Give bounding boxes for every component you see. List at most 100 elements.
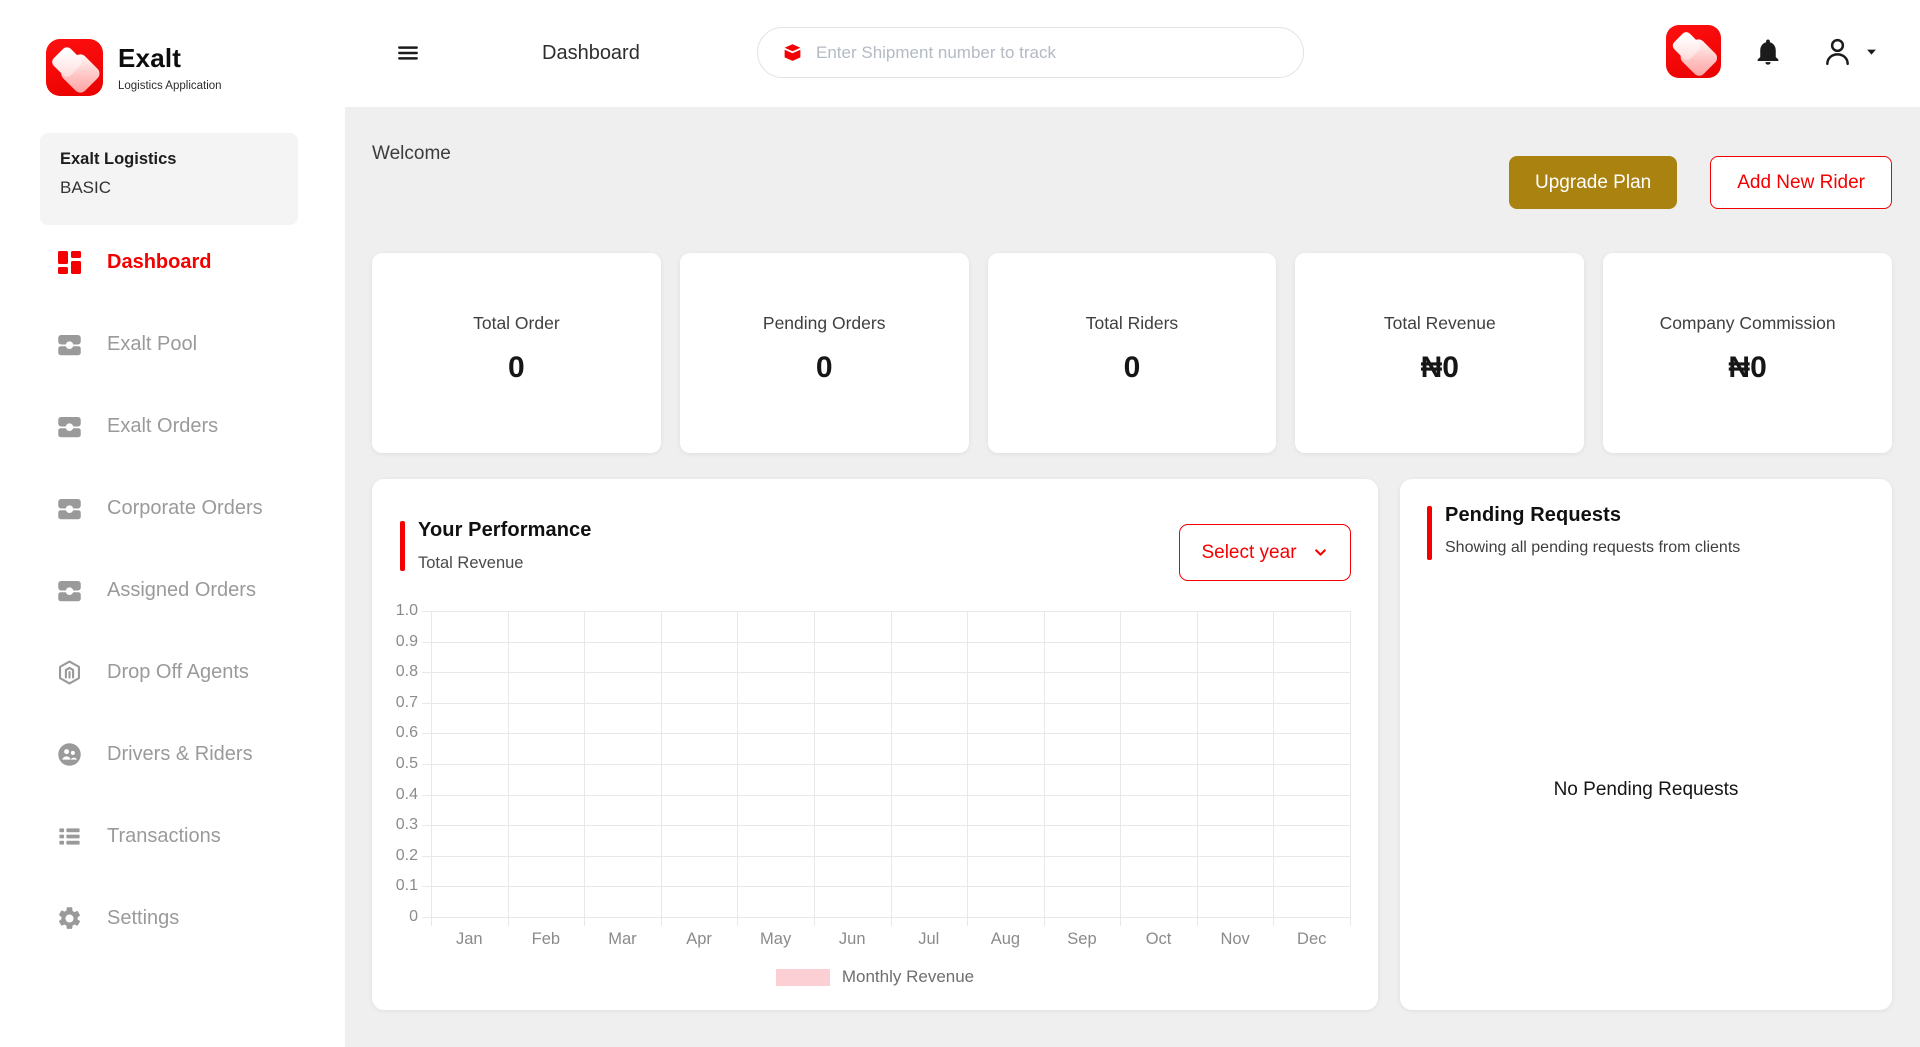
gridline-h	[422, 764, 1350, 765]
gear-icon	[56, 905, 83, 932]
hamburger-icon[interactable]	[394, 40, 422, 66]
caret-down-icon	[1867, 49, 1876, 55]
chart-legend: Monthly Revenue	[372, 967, 1378, 987]
accent-bar	[1427, 506, 1432, 560]
sidebar-item-settings[interactable]: Settings	[0, 899, 345, 937]
welcome-text: Welcome	[372, 143, 451, 164]
app-logo-icon	[1666, 25, 1721, 78]
people-circle-icon	[56, 741, 83, 768]
stat-value: 0	[815, 351, 833, 384]
y-axis-tick-label: 0.8	[395, 663, 418, 681]
sidebar: Exalt Logistics Application Exalt Logist…	[0, 0, 345, 1047]
sidebar-item-label: Exalt Pool	[107, 332, 198, 355]
y-axis-tick-label: 0.2	[395, 846, 418, 864]
gridline-v	[1043, 611, 1045, 926]
gridline-v	[584, 611, 586, 926]
x-axis-tick-label: May	[760, 930, 792, 948]
y-axis-tick-label: 0.3	[395, 816, 418, 834]
sidebar-item-exalt-pool[interactable]: Exalt Pool	[0, 325, 345, 363]
gridline-h	[422, 733, 1350, 735]
stat-label: Pending Orders	[762, 313, 886, 333]
legend-label: Monthly Revenue	[841, 967, 975, 986]
gridline-h	[422, 825, 1350, 827]
x-axis-tick-label: Aug	[990, 930, 1021, 948]
gridline-v	[967, 611, 969, 926]
stat-card-company-commission: Company Commission ₦0	[1603, 253, 1892, 453]
x-axis-tick-label: Jun	[838, 930, 866, 948]
stat-value: 0	[508, 351, 525, 384]
performance-title: Your Performance	[418, 519, 592, 541]
orders-box-icon	[56, 331, 83, 358]
sidebar-item-label: Dashboard	[107, 250, 212, 273]
list-icon	[56, 823, 83, 850]
stats-row: Total Order 0 Pending Orders 0 Total Riders 0…	[372, 253, 1892, 453]
sidebar-item-label: Settings	[107, 906, 180, 929]
sidebar-item-dashboard[interactable]: Dashboard	[0, 243, 345, 281]
pending-title: Pending Requests	[1445, 504, 1622, 526]
org-name: Exalt Logistics	[60, 150, 177, 168]
stat-card-total-revenue: Total Revenue ₦0	[1295, 253, 1585, 453]
performance-subtitle: Total Revenue	[418, 554, 524, 572]
gridline-h	[422, 641, 1350, 643]
sidebar-item-label: Assigned Orders	[107, 578, 256, 601]
y-axis-tick-label: 0	[409, 908, 418, 925]
sidebar-item-transactions[interactable]: Transactions	[0, 817, 345, 855]
sidebar-item-label: Drivers & Riders	[107, 742, 253, 765]
gridline-v	[890, 611, 892, 926]
sidebar-item-assigned-orders[interactable]: Assigned Orders	[0, 571, 345, 609]
x-axis-tick-label: Oct	[1145, 930, 1172, 948]
account-menu[interactable]	[1821, 35, 1879, 68]
y-axis-tick-label: 0.1	[395, 877, 418, 895]
x-axis-tick-label: Feb	[531, 930, 561, 948]
sidebar-item-label: Drop Off Agents	[107, 660, 249, 683]
gridline-v	[813, 611, 815, 926]
gridline-v	[431, 611, 432, 926]
chevron-down-icon	[1314, 549, 1326, 556]
stat-label: Total Riders	[1085, 313, 1179, 333]
sidebar-item-drivers-riders[interactable]: Drivers & Riders	[0, 735, 345, 773]
sidebar-item-corporate-orders[interactable]: Corporate Orders	[0, 489, 345, 527]
orders-box-icon	[56, 495, 83, 522]
gridline-v	[1273, 611, 1275, 926]
package-icon	[782, 42, 803, 63]
sidebar-item-exalt-orders[interactable]: Exalt Orders	[0, 407, 345, 445]
brand: Exalt Logistics Application	[46, 39, 222, 96]
search-input[interactable]	[816, 42, 1283, 63]
page-title: Dashboard	[542, 42, 640, 64]
add-new-rider-button[interactable]: Add New Rider	[1710, 156, 1892, 209]
y-axis-tick-label: 0.7	[395, 693, 418, 711]
x-axis-tick-label: Apr	[686, 930, 712, 948]
y-axis-tick-label: 0.6	[395, 724, 418, 742]
gridline-v	[1120, 611, 1122, 926]
shipment-search-box[interactable]	[757, 27, 1304, 78]
x-axis-tick-label: Jul	[918, 930, 940, 948]
pending-subtitle: Showing all pending requests from client…	[1445, 539, 1741, 556]
hexagon-agent-icon	[56, 659, 83, 686]
gridline-h	[422, 672, 1350, 674]
gridline-v	[660, 611, 662, 926]
x-axis-tick-label: Sep	[1067, 930, 1097, 948]
x-axis-tick-label: Mar	[608, 930, 637, 948]
bell-icon[interactable]	[1753, 37, 1783, 67]
sidebar-item-drop-off-agents[interactable]: Drop Off Agents	[0, 653, 345, 691]
upgrade-plan-button[interactable]: Upgrade Plan	[1509, 156, 1678, 209]
pending-empty-message: No Pending Requests	[1553, 779, 1739, 800]
legend-swatch	[775, 968, 830, 986]
stat-label: Total Revenue	[1383, 313, 1496, 333]
stat-value: ₦0	[1420, 351, 1459, 384]
select-year-dropdown[interactable]: Select year	[1179, 524, 1351, 581]
gridline-h	[422, 611, 1350, 612]
gridline-h	[422, 855, 1350, 857]
orders-box-icon	[56, 577, 83, 604]
gridline-v	[1196, 611, 1198, 926]
x-axis-tick-label: Jan	[455, 930, 483, 948]
accent-bar	[400, 521, 405, 571]
gridline-h	[422, 702, 1350, 704]
gridline-v	[737, 611, 739, 926]
x-axis-tick-label: Dec	[1297, 930, 1327, 948]
org-plan-card: Exalt Logistics BASIC	[40, 133, 298, 225]
revenue-chart: 1.0 0.9 0.8 0.7 0.6 0.5 0.4 0.3 0.2 0.1 0 Jan Feb Mar…	[396, 602, 1351, 948]
stat-card-pending-orders: Pending Orders 0	[679, 253, 969, 453]
app-logo-icon[interactable]	[1666, 25, 1721, 78]
pending-requests-panel: Pending Requests Showing all pending req…	[1400, 479, 1892, 1010]
